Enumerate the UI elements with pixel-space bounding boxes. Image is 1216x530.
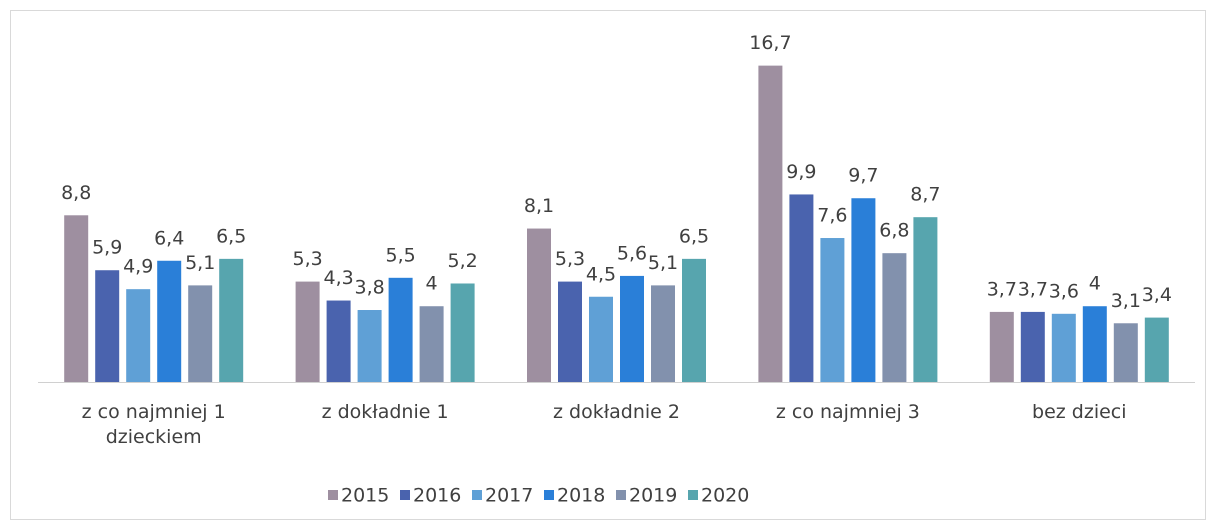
data-label: 4 — [426, 273, 438, 295]
data-label: 8,8 — [61, 182, 91, 204]
data-label: 9,9 — [786, 161, 816, 183]
legend-swatch — [472, 490, 482, 500]
bar — [295, 281, 320, 382]
legend-label: 2015 — [341, 485, 389, 507]
data-label: 6,8 — [879, 220, 909, 242]
legend-label: 2016 — [413, 485, 461, 507]
data-label: 4,5 — [586, 263, 616, 285]
bar — [450, 283, 475, 382]
x-tick-label: z dokładnie 1 — [321, 401, 449, 423]
bar — [326, 300, 351, 382]
x-tick-label: z co najmniej 3 — [775, 401, 920, 423]
bar — [357, 310, 382, 382]
bar — [219, 258, 244, 382]
bar — [1051, 313, 1076, 382]
bar — [789, 194, 814, 382]
legend-label: 2018 — [557, 485, 605, 507]
bar — [126, 289, 151, 382]
x-tick-label: z dokładnie 2 — [553, 401, 680, 423]
legend-label: 2020 — [701, 485, 749, 507]
data-label: 3,8 — [354, 277, 384, 299]
data-label: 3,6 — [1049, 280, 1079, 302]
chart-border — [10, 10, 1206, 520]
legend-swatch — [400, 490, 410, 500]
bar — [589, 296, 613, 382]
data-label: 6,5 — [216, 225, 246, 247]
bar — [388, 277, 413, 382]
data-label: 8,1 — [524, 195, 554, 217]
bar — [1113, 323, 1138, 382]
bar — [620, 275, 644, 382]
bar — [157, 260, 182, 382]
bar — [1144, 317, 1169, 382]
data-label: 5,3 — [292, 248, 322, 270]
data-label: 5,5 — [385, 244, 415, 266]
data-label: 3,1 — [1111, 290, 1141, 312]
bar — [419, 306, 444, 382]
legend-swatch — [328, 490, 338, 500]
bar — [882, 253, 907, 382]
data-label: 5,2 — [447, 250, 477, 272]
bar — [1020, 311, 1045, 382]
bar — [651, 285, 675, 382]
data-label: 5,1 — [185, 252, 215, 274]
x-tick-label: z co najmniej 1 dzieckiem — [81, 401, 226, 448]
bar — [758, 65, 783, 382]
data-label: 7,6 — [817, 205, 847, 227]
data-label: 9,7 — [848, 165, 878, 187]
x-tick-label: bez dzieci — [1032, 401, 1127, 423]
legend-swatch — [544, 490, 554, 500]
bar — [188, 285, 213, 382]
legend-label: 2017 — [485, 485, 533, 507]
bar — [851, 198, 876, 382]
data-label: 8,7 — [910, 184, 940, 206]
bar — [1082, 306, 1107, 382]
data-label: 5,1 — [648, 252, 678, 274]
data-label: 3,7 — [1018, 278, 1048, 300]
data-label: 5,6 — [617, 242, 647, 264]
data-label: 3,7 — [987, 278, 1017, 300]
data-label: 4,3 — [323, 267, 353, 289]
data-label: 16,7 — [749, 32, 791, 54]
data-label: 5,9 — [92, 237, 122, 259]
legend-swatch — [616, 490, 626, 500]
bar — [913, 217, 938, 382]
bar — [558, 281, 582, 382]
bar — [989, 311, 1014, 382]
legend-swatch — [688, 490, 698, 500]
legend-label: 2019 — [629, 485, 677, 507]
data-label: 5,3 — [555, 248, 585, 270]
data-label: 6,4 — [154, 227, 184, 249]
data-label: 4,9 — [123, 256, 153, 278]
bar — [682, 258, 706, 382]
bar — [527, 228, 551, 382]
data-label: 6,5 — [679, 225, 709, 247]
bar — [95, 270, 120, 382]
data-label: 4 — [1089, 273, 1101, 295]
bar — [820, 238, 845, 382]
data-label: 3,4 — [1142, 284, 1172, 306]
bar — [64, 215, 89, 382]
